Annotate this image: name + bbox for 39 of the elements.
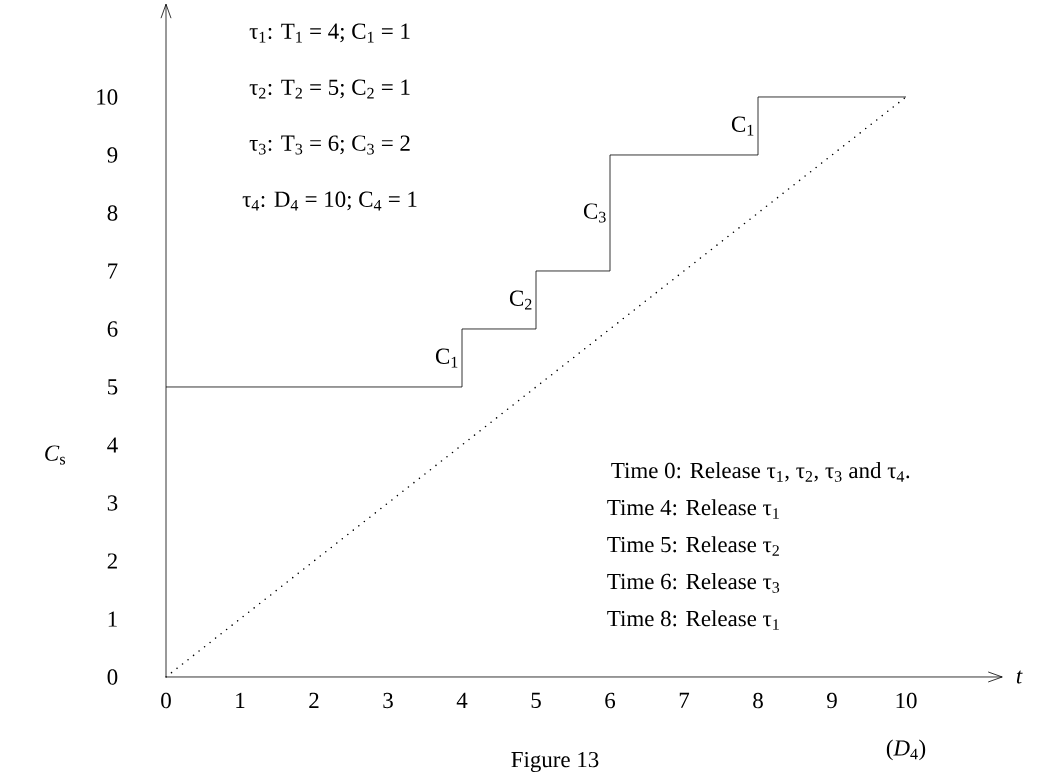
annotation: τ$_{2}$: T$_{2}$ = 5; C$_{2}$ = 1: [249, 79, 410, 99]
annotation: Time 6: Release τ$_{3}$: [607, 573, 780, 593]
y-tick-label: 0: [107, 669, 118, 685]
annotation: C$_{3}$: [583, 203, 606, 223]
y-tick-label: 3: [107, 495, 118, 511]
annotation: C$_{1}$: [435, 348, 458, 368]
caption: Figure 13: [511, 751, 599, 773]
x-axis-title: t: [1016, 670, 1023, 684]
x-tick-label: 3: [383, 692, 393, 709]
x-tick-label: 5: [531, 692, 541, 709]
y-tick-label: 7: [108, 263, 118, 279]
annotation: Time 4: Release τ$_{1}$: [607, 499, 779, 519]
y-tick-label: 10: [97, 89, 118, 105]
x-tick-label: 10: [896, 692, 917, 709]
annotation: τ$_{4}$: D$_{4}$ = 10; C$_{4}$ = 1: [242, 191, 417, 211]
y-tick-label: 8: [107, 205, 118, 221]
y-tick-label: 5: [108, 379, 118, 395]
annotation: C$_{2}$: [509, 290, 532, 310]
annotation: Time 8: Release τ$_{1}$: [607, 610, 779, 630]
annotation: Time 5: Release τ$_{2}$: [607, 536, 779, 556]
y-axis-title: C$_{s}$: [45, 445, 66, 465]
x-tick-label: 7: [679, 692, 690, 708]
x-tick-label: 6: [605, 692, 616, 709]
x-tick-label: 1: [236, 692, 245, 708]
annotation: C$_{1}$: [731, 116, 754, 136]
x-tick-label: 2: [309, 692, 319, 708]
y-tick-label: 2: [107, 553, 117, 569]
annotation: τ$_{1}$: T$_{1}$ = 4; C$_{1}$ = 1: [249, 23, 410, 43]
x-tick-label: 0: [161, 692, 171, 709]
annotation: τ$_{3}$: T$_{3}$ = 6; C$_{3}$ = 2: [249, 135, 410, 155]
x-tick-label: 4: [456, 692, 468, 708]
x-tick-label: 9: [827, 692, 837, 709]
y-tick-label: 1: [108, 611, 117, 627]
y-tick-label: 4: [107, 437, 118, 453]
y-tick-label: 9: [107, 147, 118, 163]
text: Time 0: Release τ$_{1}$, τ$_{2}$, τ$_{3}$ and τ$_{4}$.: [611, 462, 910, 482]
text: (D$_{4}$): [886, 739, 926, 761]
x-tick-label: 8: [753, 692, 763, 709]
y-tick-label: 6: [107, 321, 118, 337]
